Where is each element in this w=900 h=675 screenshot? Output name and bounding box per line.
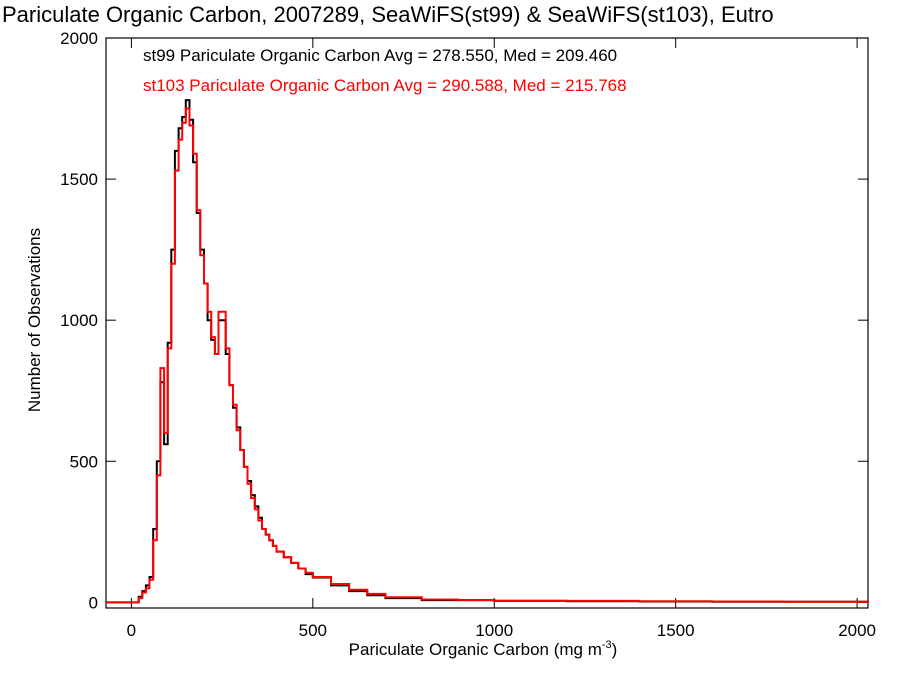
y-tick-label: 2000: [60, 29, 98, 48]
y-axis: 0 500 1000 1500 2000: [60, 29, 868, 612]
plot-frame: [105, 37, 869, 609]
stats-annotations: st99 Pariculate Organic Carbon Avg = 278…: [143, 46, 627, 95]
stat-annotation: st99 Pariculate Organic Carbon Avg = 278…: [143, 46, 617, 65]
x-tick-label: 2000: [838, 621, 876, 640]
series-st99-line: [106, 99, 869, 604]
chart-title: Pariculate Organic Carbon, 2007289, SeaW…: [2, 2, 774, 27]
x-tick-label: 0: [127, 621, 136, 640]
x-tick-label: 1000: [475, 621, 513, 640]
y-axis-title: Number of Observations: [25, 228, 44, 412]
x-axis-title-main: Pariculate Organic Carbon (mg m: [349, 640, 602, 659]
x-tick-label: 500: [299, 621, 327, 640]
series-layer: [106, 99, 869, 604]
plot-border: [105, 37, 869, 609]
x-axis: 0 500 1000 1500 2000: [127, 38, 876, 640]
y-tick-label: 500: [70, 452, 98, 471]
y-tick-label: 0: [89, 593, 98, 612]
x-axis-title-sup: -3: [602, 639, 612, 651]
stat-annotation: st103 Pariculate Organic Carbon Avg = 29…: [143, 76, 627, 95]
x-axis-title-close: ): [612, 640, 618, 659]
x-tick-label: 1500: [657, 621, 695, 640]
y-tick-label: 1000: [60, 311, 98, 330]
x-axis-title: Pariculate Organic Carbon (mg m-3): [349, 639, 618, 659]
y-tick-label: 1500: [60, 170, 98, 189]
series-st103-line: [106, 107, 869, 604]
